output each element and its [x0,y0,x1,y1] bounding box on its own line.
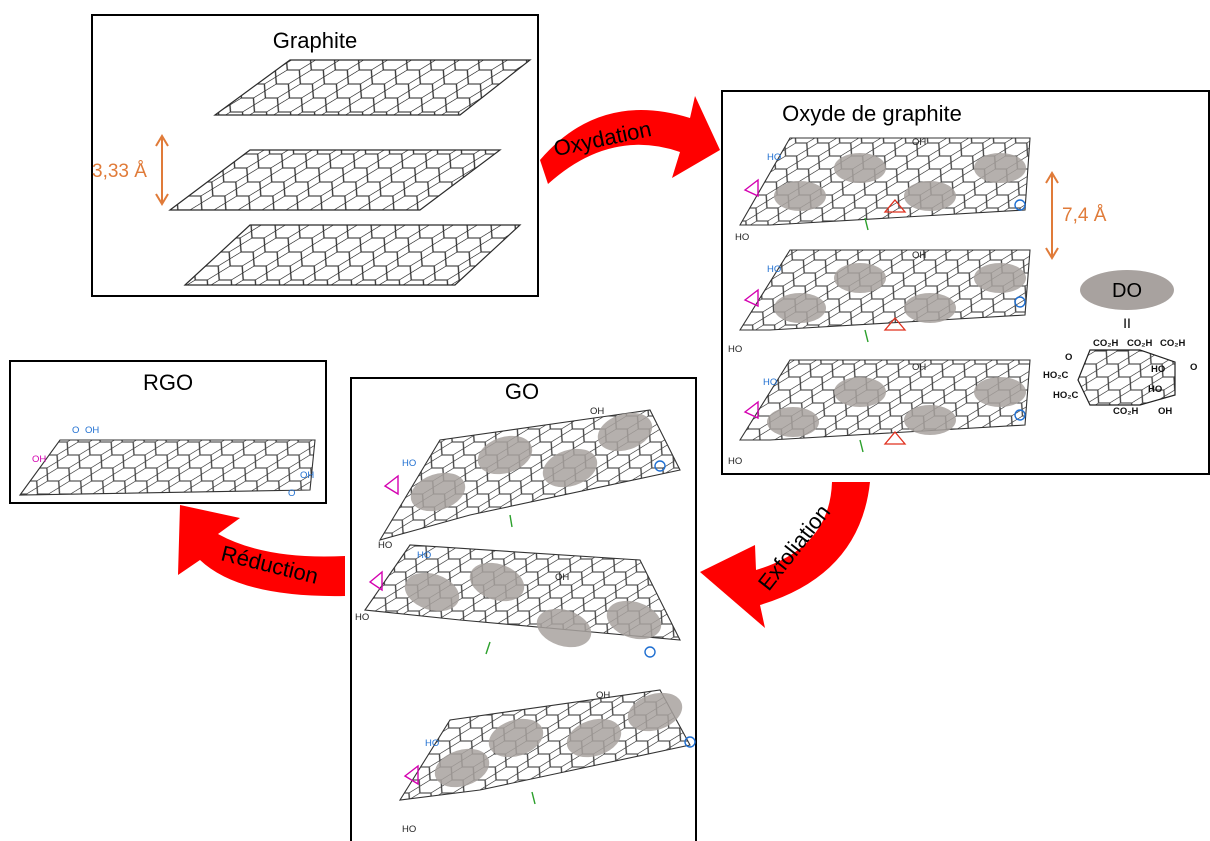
svg-text:OH: OH [912,362,926,373]
rgo-title: RGO [143,370,193,395]
svg-text:HO₂C: HO₂C [1043,370,1068,381]
svg-text:HO: HO [763,377,777,388]
svg-text:HO: HO [728,344,742,355]
go-sheet-2: HO OH HO [728,249,1031,355]
svg-text:O: O [1190,362,1197,373]
go-panel: GO HO OH HO HO OH HO [350,377,697,841]
graphite-title: Graphite [273,28,357,53]
svg-text:HO: HO [402,824,416,835]
oxide-spacing-arrow [1045,171,1059,260]
rgo-panel: RGO O OH OH OH O [9,360,327,504]
svg-text:OH: OH [912,250,926,261]
svg-text:O: O [288,488,295,499]
svg-text:HO: HO [767,264,781,275]
reduction-arrow: Réduction [178,505,345,597]
svg-text:OH: OH [596,690,610,701]
svg-text:CO₂H: CO₂H [1093,338,1118,349]
oxidation-arrow: Oxydation [540,96,720,184]
go-layer-1: HO OH HO [378,406,681,551]
svg-text:OH: OH [85,425,99,436]
svg-text:OH: OH [912,137,926,148]
go-sheet-1: HO OH HO [735,137,1031,243]
do-legend: DO II CO₂H CO₂H CO₂H HO₂C HO₂C CO₂H HO H… [1043,270,1197,417]
svg-text:OH: OH [1158,406,1172,417]
svg-text:O: O [72,425,79,436]
go-layer-3: HO OH HO [398,689,696,835]
graphene-sheet-3 [183,224,522,286]
graphene-sheet-2 [168,149,502,211]
svg-text:HO: HO [425,738,439,749]
svg-text:OH: OH [300,470,314,481]
svg-text:HO: HO [1148,384,1162,395]
svg-text:HO: HO [378,540,392,551]
svg-text:HO: HO [735,232,749,243]
graphite-spacing-arrow [155,134,169,206]
do-label: DO [1112,280,1142,302]
svg-text:CO₂H: CO₂H [1160,338,1185,349]
go-sheet-3: HO OH HO [728,359,1031,467]
svg-text:CO₂H: CO₂H [1113,406,1138,417]
svg-text:HO: HO [402,458,416,469]
svg-text:HO: HO [1151,364,1165,375]
svg-text:OH: OH [590,406,604,417]
graphite-oxide-panel: Oxyde de graphite HO OH HO HO OH HO [721,90,1210,475]
svg-text:O: O [1065,352,1072,363]
rgo-sheet: O OH OH OH O [18,425,316,499]
svg-text:OH: OH [555,572,569,583]
exfoliation-arrow: Exfoliation [700,482,870,628]
graphite-panel: Graphite 3,33 Å [91,14,539,297]
svg-text:OH: OH [32,454,46,465]
svg-text:HO: HO [355,612,369,623]
oxide-spacing-label: 7,4 Å [1062,205,1107,226]
svg-text:HO: HO [728,456,742,467]
go-title: GO [505,379,539,404]
svg-text:HO: HO [417,550,431,561]
svg-text:HO₂C: HO₂C [1053,390,1078,401]
svg-text:CO₂H: CO₂H [1127,338,1152,349]
do-molecule: CO₂H CO₂H CO₂H HO₂C HO₂C CO₂H HO HO O O … [1043,338,1197,417]
do-equals: II [1123,315,1131,331]
graphite-oxide-title: Oxyde de graphite [782,101,962,126]
graphite-spacing-label: 3,33 Å [92,161,147,182]
do-ellipse [1080,270,1174,310]
graphene-sheet-1 [213,59,532,116]
go-layer-2: HO OH HO [355,544,681,658]
svg-text:HO: HO [767,152,781,163]
